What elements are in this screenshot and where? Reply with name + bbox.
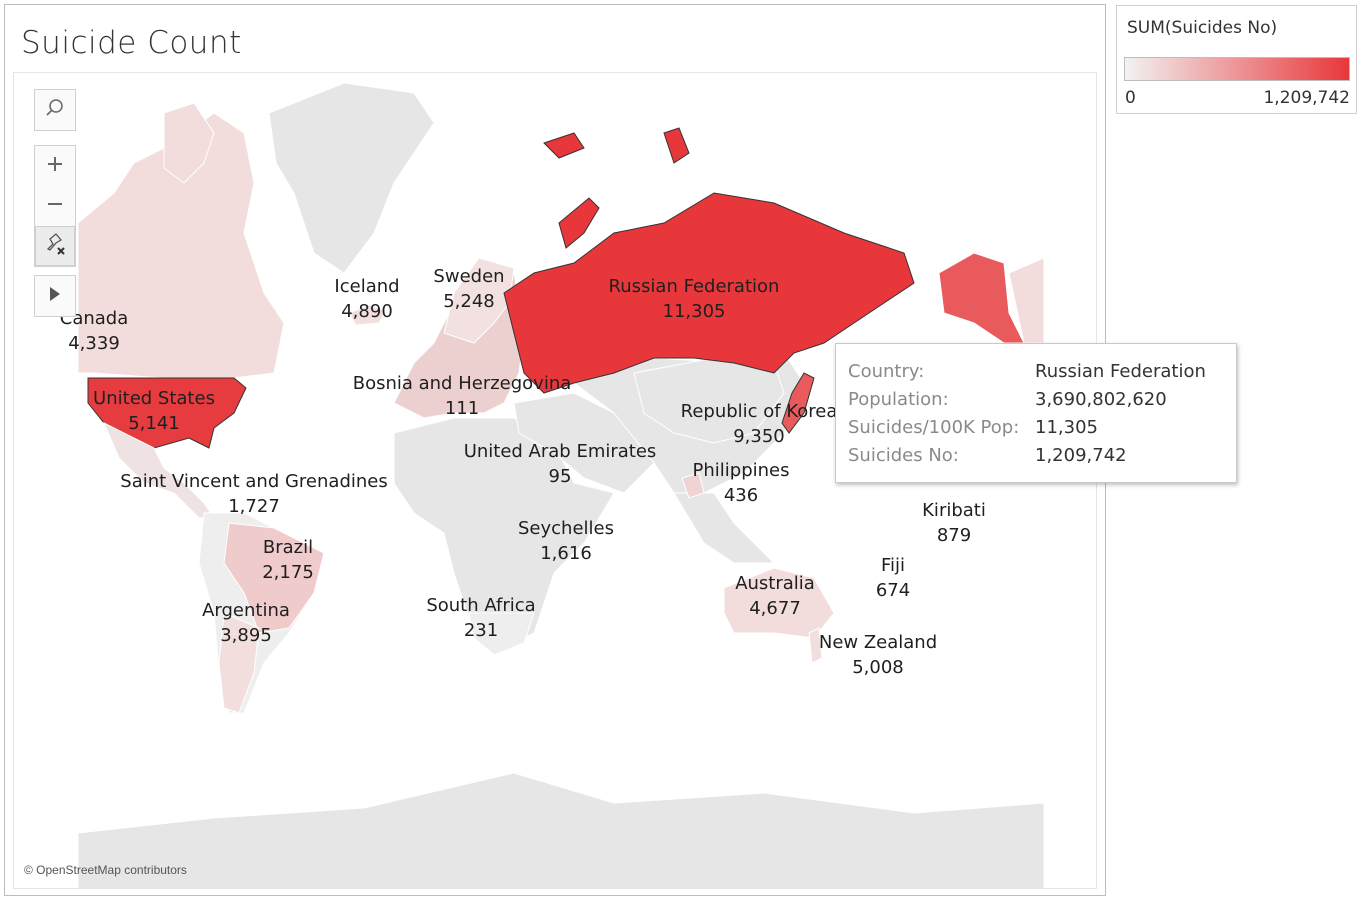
search-icon: [45, 98, 65, 123]
tooltip-row-suicides: Suicides No: 1,209,742: [848, 442, 1236, 470]
map-attribution: © OpenStreetMap contributors: [24, 863, 187, 877]
tooltip-value: 3,690,802,620: [1035, 389, 1167, 410]
pin-clear-icon: [42, 231, 68, 262]
minus-icon: [46, 195, 64, 218]
new-zealand-shape[interactable]: [808, 627, 823, 664]
unpin-map-button[interactable]: [35, 226, 75, 266]
antarctica-shape[interactable]: [77, 772, 1045, 889]
philippines-shape[interactable]: [681, 472, 705, 499]
greenland-shape[interactable]: [268, 82, 435, 274]
novaya-zemlya-shape[interactable]: [558, 197, 600, 249]
tooltip-value: 1,209,742: [1035, 445, 1127, 466]
iceland-shape[interactable]: [348, 304, 387, 326]
tooltip-key: Suicides/100K Pop:: [848, 417, 1020, 438]
legend-title: SUM(Suicides No): [1127, 18, 1278, 38]
severnaya-zemlya-shape[interactable]: [663, 127, 690, 164]
tooltip-key: Population:: [848, 389, 949, 410]
country-tooltip: Country: Russian Federation Population: …: [835, 343, 1237, 483]
map-toolbar: [34, 89, 78, 317]
legend-max-label: 1,209,742: [1263, 88, 1350, 108]
tooltip-row-country: Country: Russian Federation: [848, 358, 1236, 386]
alaska-shape[interactable]: [938, 252, 1025, 344]
legend-min-label: 0: [1125, 88, 1136, 108]
tooltip-row-rate: Suicides/100K Pop: 11,305: [848, 414, 1236, 442]
play-arrow-icon: [48, 286, 62, 307]
russian-federation-shape[interactable]: [503, 192, 915, 394]
svalbard-shape[interactable]: [543, 132, 585, 159]
brazil-shape[interactable]: [223, 522, 325, 634]
world-map[interactable]: [14, 73, 1097, 889]
tooltip-key: Country:: [848, 361, 925, 382]
tooltip-key: Suicides No:: [848, 445, 959, 466]
tooltip-value: Russian Federation: [1035, 361, 1206, 382]
map-search-button[interactable]: [34, 89, 76, 131]
color-legend[interactable]: SUM(Suicides No) 0 1,209,742: [1116, 5, 1357, 114]
plus-icon: [46, 155, 64, 178]
sheet-title: Suicide Count: [21, 25, 242, 61]
expand-toolbar-button[interactable]: [34, 275, 76, 317]
zoom-controls: [34, 145, 76, 267]
australia-shape[interactable]: [723, 567, 835, 639]
canada-shape[interactable]: [77, 112, 285, 379]
south-africa-shape[interactable]: [468, 612, 535, 656]
zoom-out-button[interactable]: [35, 186, 75, 226]
tooltip-value: 11,305: [1035, 417, 1098, 438]
legend-color-ramp: [1124, 57, 1350, 81]
canadian-arctic-islands-shape[interactable]: [163, 102, 215, 184]
argentina-shape[interactable]: [218, 612, 260, 714]
tooltip-row-population: Population: 3,690,802,620: [848, 386, 1236, 414]
southeast-asia-shape[interactable]: [673, 492, 776, 564]
japan-shape[interactable]: [781, 372, 815, 434]
scandinavia-shape[interactable]: [443, 257, 515, 344]
zoom-in-button[interactable]: [35, 146, 75, 186]
map-worksheet: Suicide Count: [4, 4, 1237, 896]
